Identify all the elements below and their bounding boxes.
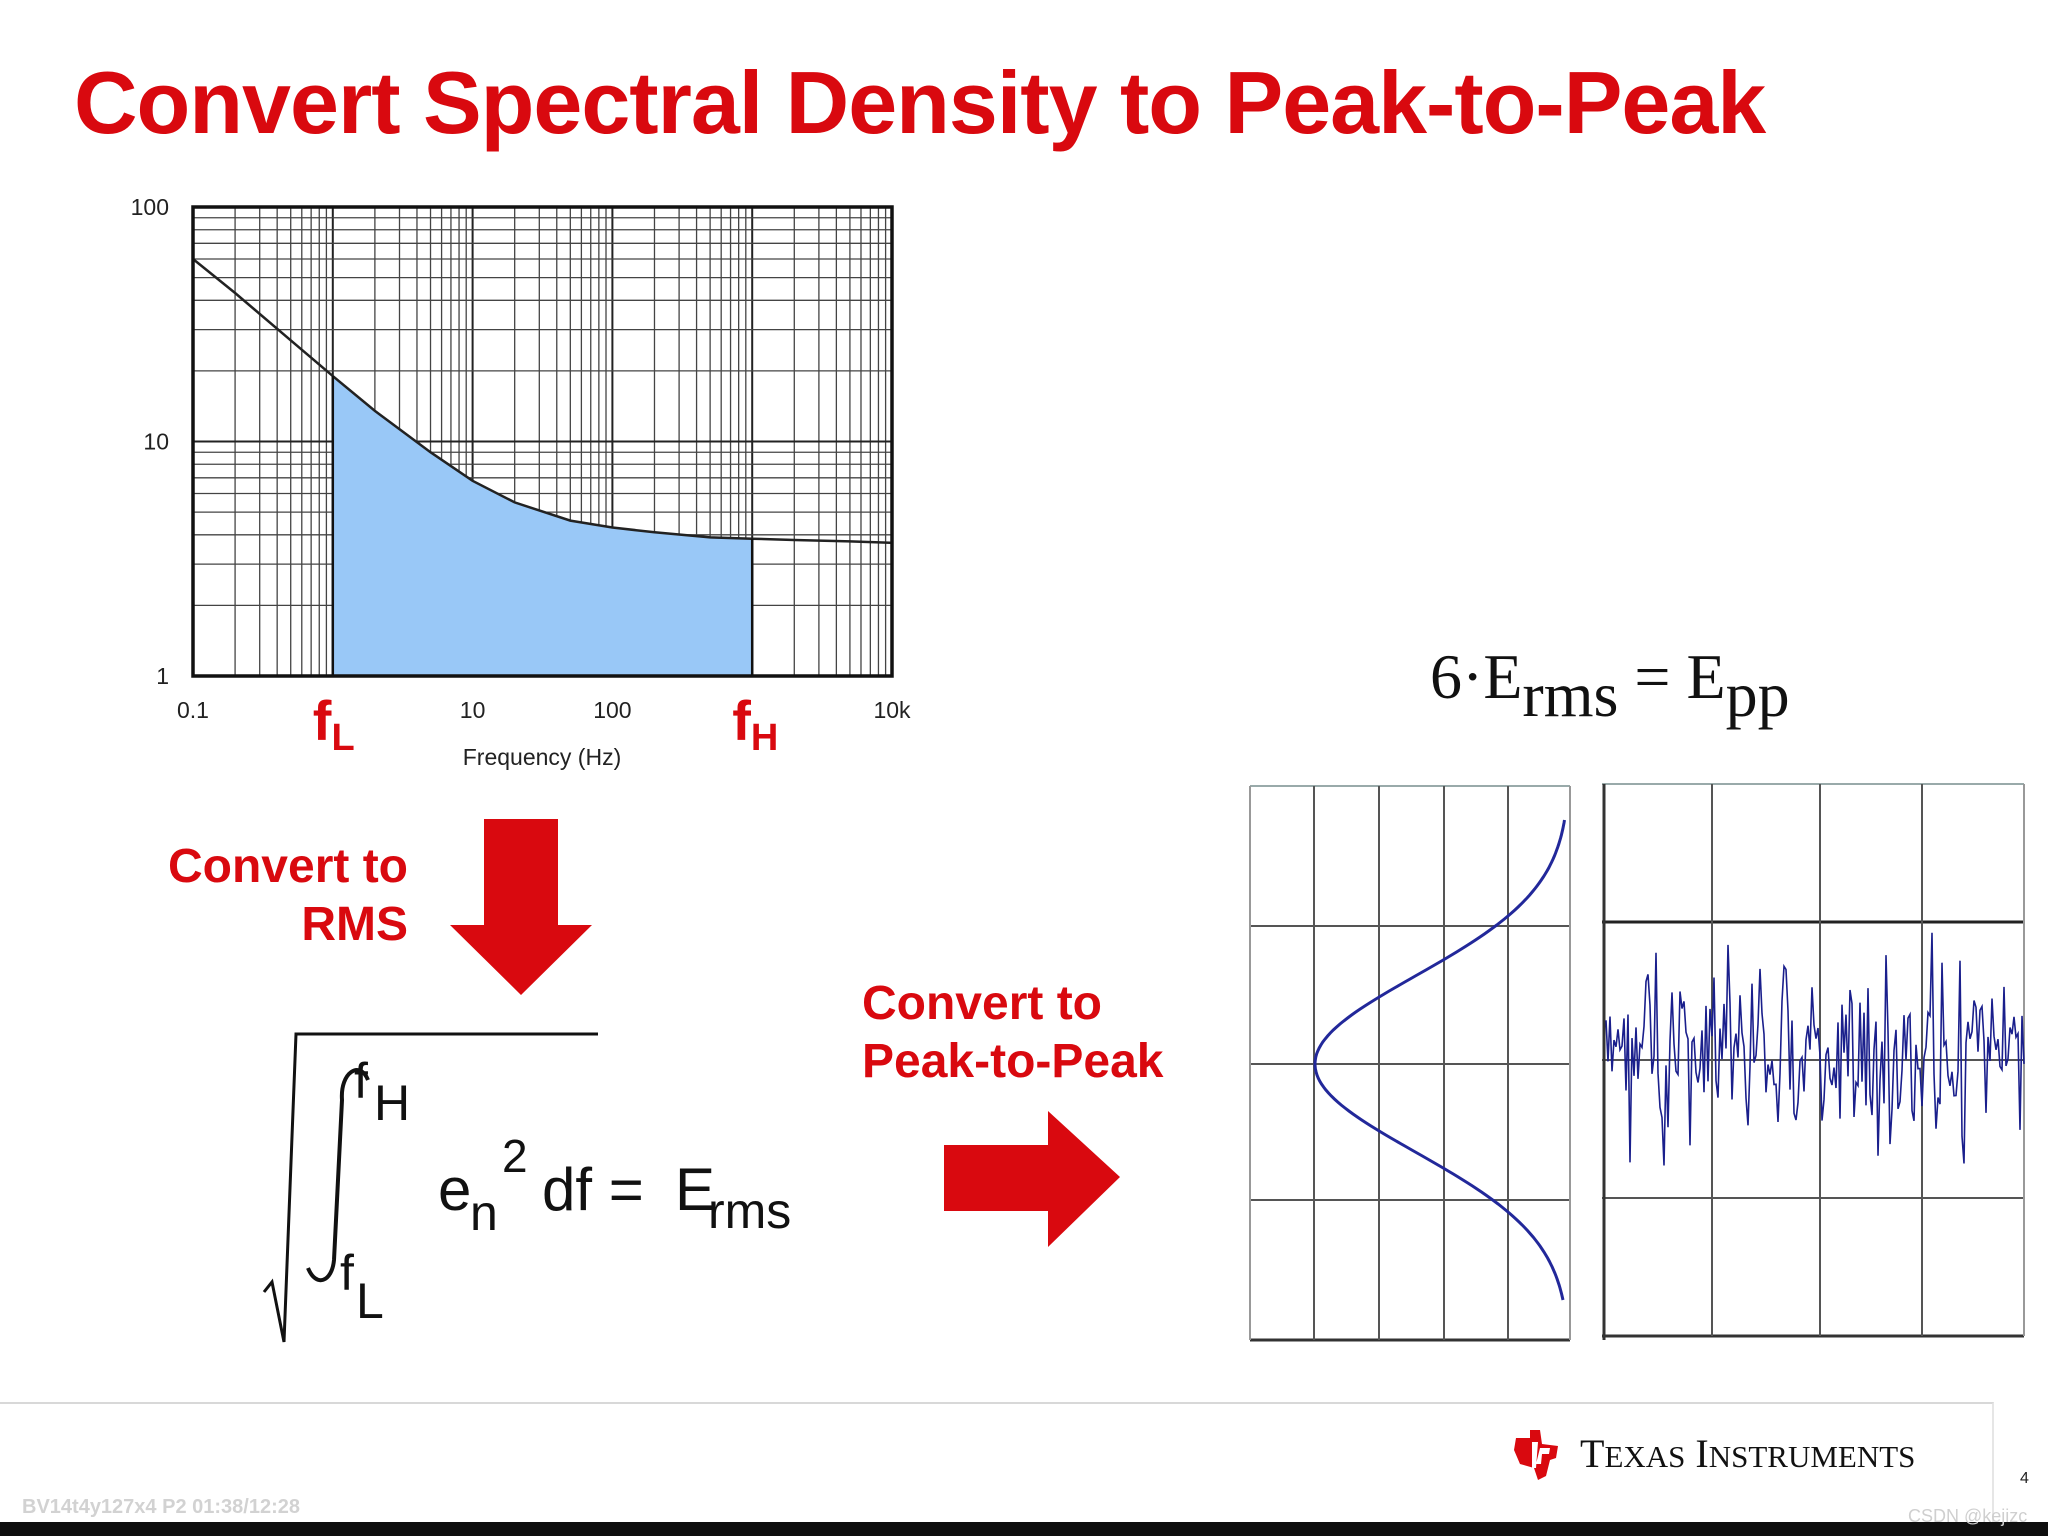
psd-x-marker-label: fL (313, 689, 355, 759)
pp-factor-sub: rms (1522, 659, 1619, 730)
svg-text:n: n (470, 1185, 498, 1241)
psd-curve (192, 258, 893, 545)
rms-label-line1: Convert to (168, 840, 408, 893)
down-arrow-icon (450, 819, 592, 995)
svg-text:2: 2 (502, 1130, 528, 1182)
slide-title: Convert Spectral Density to Peak-to-Peak (74, 53, 1766, 152)
psd-x-tick-label: 0.1 (177, 697, 209, 723)
noise-waveform (1605, 932, 2025, 1166)
psd-y-tick-label: 1 (156, 663, 169, 689)
csdn-watermark: CSDN @kejizc (1908, 1506, 2028, 1526)
pp-factor: 6·E (1430, 641, 1523, 712)
radical-sign (262, 1032, 598, 1343)
differential: df = (542, 1156, 644, 1223)
convert-to-pp-label: Convert to Peak-to-Peak (862, 975, 1222, 1091)
convert-to-rms-label: Convert to RMS (148, 838, 408, 954)
integrand: e (438, 1156, 471, 1223)
svg-text:rms: rms (708, 1183, 791, 1239)
svg-text:e: e (438, 1156, 471, 1223)
psd-x-marker-label: fH (732, 689, 778, 759)
page-number: 4 (2020, 1470, 2029, 1487)
pp-label-line1: Convert to (862, 977, 1102, 1030)
rms-label-line2: RMS (301, 898, 408, 951)
integral-sign (306, 1068, 370, 1283)
video-watermark: BV14t4y127x4 P2 01:38/12:28 (22, 1496, 300, 1518)
psd-y-tick-label: 10 (143, 429, 169, 455)
svg-text:f: f (354, 1053, 368, 1109)
footer-bar (0, 1402, 1994, 1524)
exponent: 2 (502, 1130, 528, 1182)
psd-x-tick-label: 10k (873, 697, 911, 723)
ti-logo-icon (1514, 1430, 1558, 1480)
pp-equation: 6·Erms = Epp (1430, 640, 1790, 732)
upper-limit: f (354, 1053, 368, 1109)
svg-text:df =: df = (542, 1156, 644, 1223)
psd-shaded-area (332, 376, 753, 676)
pp-equals: = E (1634, 641, 1726, 712)
psd-x-tick-label: 100 (593, 697, 631, 723)
bottom-strip (0, 1522, 2048, 1536)
gaussian-curve (1313, 819, 1566, 1301)
lower-limit-sub: L (356, 1273, 384, 1329)
svg-text:E: E (675, 1156, 715, 1223)
pp-result-sub: pp (1725, 659, 1790, 730)
rms-equation: f H f L e n 2 df = E rms (262, 1032, 791, 1343)
upper-limit-sub: H (374, 1075, 410, 1131)
psd-x-axis-label: Frequency (Hz) (463, 744, 621, 770)
gaussian-plot (1249, 785, 1571, 1342)
noise-waveform-plot (1602, 783, 2025, 1340)
lower-limit: f (340, 1245, 354, 1301)
svg-text:L: L (356, 1273, 384, 1329)
psd-y-tick-label: 100 (131, 194, 169, 220)
integrand-sub: n (470, 1185, 498, 1241)
rms-result: E (675, 1156, 715, 1223)
psd-frame (191, 205, 894, 678)
right-arrow-icon (944, 1111, 1120, 1247)
psd-x-tick-label: 10 (460, 697, 486, 723)
rms-result-sub: rms (708, 1183, 791, 1239)
svg-text:H: H (374, 1075, 410, 1131)
pp-label-line2: Peak-to-Peak (862, 1035, 1164, 1088)
brand-name: TEXAS INSTRUMENTS (1580, 1431, 1916, 1476)
svg-text:f: f (340, 1245, 354, 1301)
